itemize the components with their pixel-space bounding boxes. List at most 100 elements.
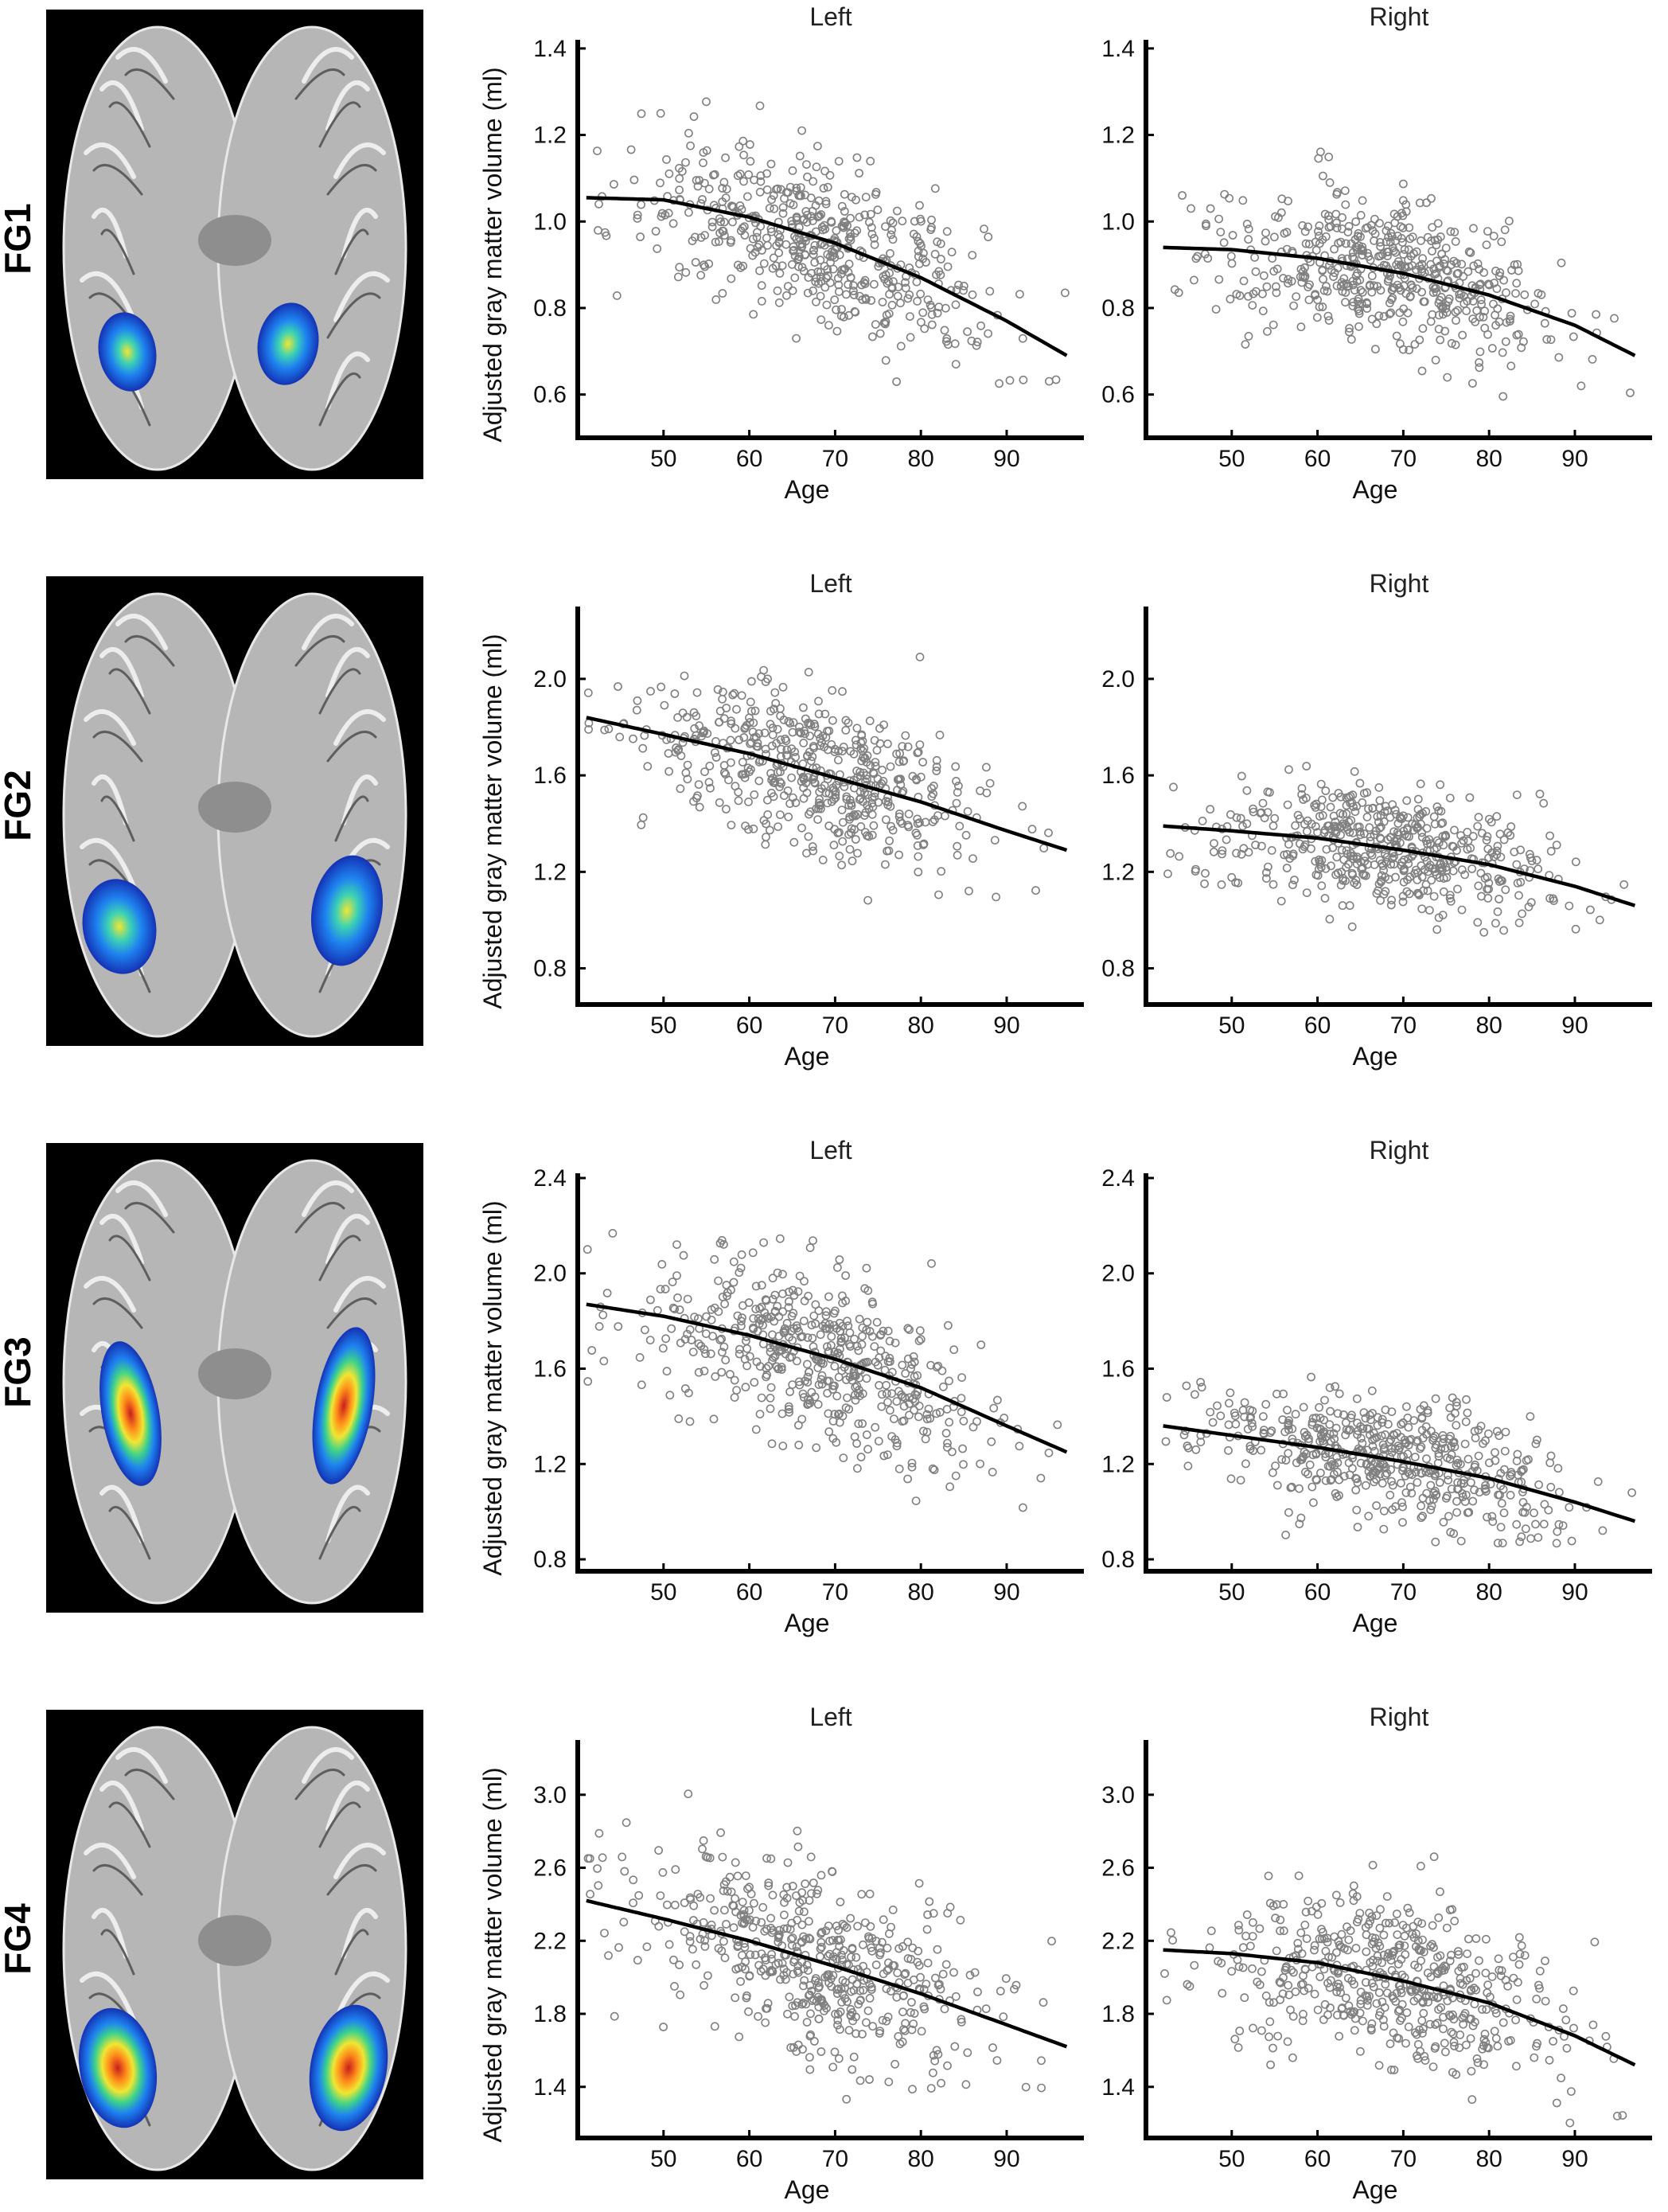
data-point [810,2037,819,2046]
data-point [842,794,852,804]
data-point [1353,304,1362,314]
data-point [705,1853,715,1863]
data-point [671,747,680,757]
data-point [745,767,754,777]
data-point [726,1370,735,1379]
data-point [583,1377,593,1386]
data-point [1362,1947,1371,1956]
data-point [765,204,774,213]
data-point [1276,1926,1284,1936]
sulcus-mark [318,101,361,148]
sulcus-mark [318,1235,361,1282]
data-point [1465,793,1475,802]
data-point [695,176,704,185]
data-point [1343,228,1353,236]
data-point [999,2012,1008,2022]
data-point [718,1852,727,1862]
data-point [619,1917,629,1927]
data-point [1370,830,1379,840]
data-point [1413,1436,1422,1445]
data-point [1387,1965,1397,1975]
x-axis-title: Age [1353,2175,1398,2204]
data-point [804,1291,813,1301]
data-point [853,849,862,858]
y-tick-label: 2.6 [533,1855,567,1882]
data-point [583,1245,592,1254]
x-tick-label: 80 [1475,1012,1502,1039]
data-point [891,2059,899,2069]
y-tick-label: 1.4 [533,36,567,62]
data-point [770,204,779,213]
data-point [1473,259,1483,268]
data-point [774,1930,784,1940]
y-tick-label: 0.6 [1101,382,1135,408]
data-point [1450,1916,1460,1925]
data-point [683,1294,692,1304]
data-point [806,193,816,203]
data-point [976,1459,984,1469]
data-point [1436,232,1445,241]
data-point [1452,316,1460,325]
data-point [1475,1488,1484,1497]
data-point [853,1921,862,1931]
data-point [692,712,701,720]
data-point [1518,1498,1528,1507]
data-point [717,1235,727,1245]
gyrus-mark [115,614,168,650]
data-point [1521,1524,1530,1534]
data-point [1316,779,1326,789]
data-point [1423,232,1432,242]
data-point [995,379,1004,388]
data-point [742,1361,751,1371]
data-point [1425,2019,1435,2029]
data-point [1468,296,1478,306]
data-point [1445,794,1455,802]
data-point [1238,1963,1248,1972]
data-point [1401,207,1411,217]
data-point [848,1944,857,1953]
data-point [972,341,981,350]
data-point [842,290,851,299]
data-point [803,751,812,761]
data-point [1310,1989,1319,1999]
data-point [1375,218,1384,228]
data-point [840,264,850,273]
data-point [1491,266,1500,275]
data-point [1451,307,1460,317]
y-tick-label: 3.0 [533,1782,567,1808]
data-point [852,153,862,162]
data-point [1313,295,1322,305]
data-point [820,1972,830,1982]
left-fusiform-activation-blob [82,879,157,974]
data-point [827,739,836,749]
fit-curve [1163,245,1636,357]
data-point [1492,812,1502,821]
data-point [803,1360,812,1369]
data-point [1313,828,1322,837]
data-point [846,213,855,223]
data-point [728,690,738,700]
data-point [1389,246,1398,256]
data-point [930,249,940,259]
data-point [744,1298,754,1307]
data-point [837,201,847,211]
data-point [944,1321,953,1330]
data-point [841,716,851,725]
data-point [1262,282,1272,291]
data-point [1429,1852,1439,1862]
data-point [1352,1892,1362,1902]
data-point [817,1379,827,1389]
data-point [672,1240,681,1249]
data-point [1366,280,1374,290]
data-point [1244,848,1253,857]
axis-lines [575,607,1084,1007]
data-point [1487,1972,1497,1981]
data-point [1375,237,1385,247]
x-tick-label: 60 [736,446,762,472]
data-point [1522,1456,1531,1465]
data-point [1300,263,1309,272]
data-point [1430,2043,1440,2053]
data-point [780,1910,789,1920]
data-point [1005,376,1015,385]
data-point [1392,1910,1401,1918]
